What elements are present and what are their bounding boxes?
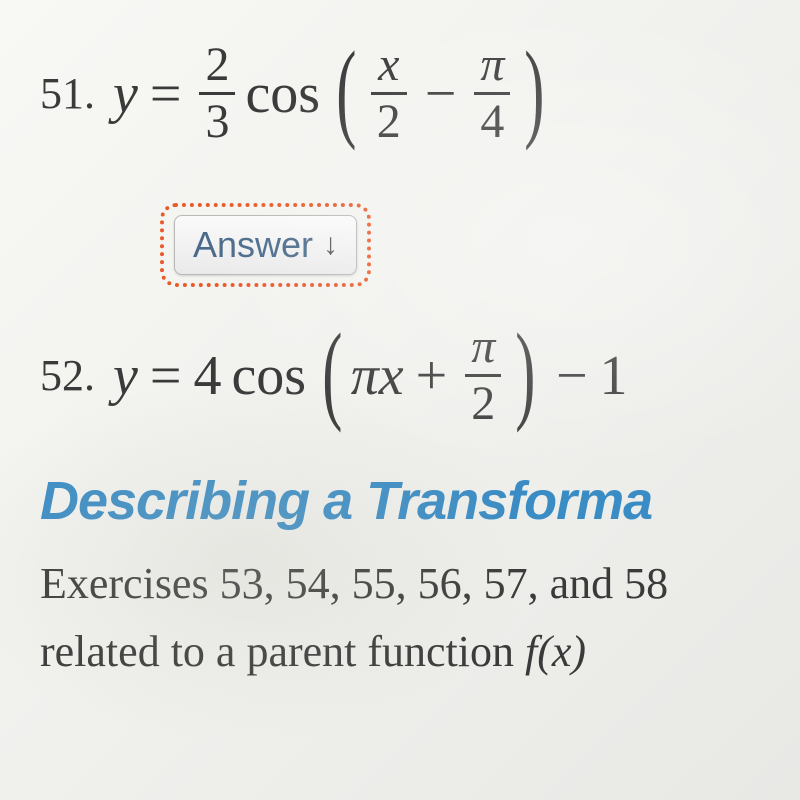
problem-number: 52.: [40, 350, 95, 401]
arg1-fraction: x 2: [371, 40, 407, 148]
body-text-line1: Exercises 53, 54, 55, 56, 57, and 58: [40, 550, 780, 618]
problem-51: 51. y = 2 3 cos ( x 2 − π: [40, 40, 780, 148]
equation-52: y = 4 cos ( πx + π 2 ) − 1: [113, 322, 634, 430]
lhs-var: y: [113, 344, 138, 408]
equals-sign: =: [150, 344, 182, 408]
paren-group: ( x 2 − π 4 ): [328, 40, 553, 148]
arg1: πx: [351, 344, 404, 408]
section-heading: Describing a Transforma: [40, 470, 780, 532]
minus-op: −: [425, 62, 457, 126]
paren-group: ( πx + π 2 ): [314, 322, 544, 430]
minus-op: −: [556, 344, 588, 408]
problem-52: 52. y = 4 cos ( πx + π 2 ) − 1: [40, 322, 780, 430]
arg2-fraction: π 2: [465, 322, 501, 430]
down-arrow-icon: ↓: [323, 228, 338, 262]
lhs-var: y: [113, 62, 138, 126]
equation-51: y = 2 3 cos ( x 2 − π 4: [113, 40, 553, 148]
answer-label: Answer: [193, 224, 313, 266]
answer-button[interactable]: Answer ↓: [174, 215, 357, 275]
answer-highlight-box: Answer ↓: [160, 203, 371, 287]
problem-number: 51.: [40, 68, 95, 119]
arg2-fraction: π 4: [474, 40, 510, 148]
equals-sign: =: [150, 62, 182, 126]
coefficient-fraction: 2 3: [199, 40, 235, 148]
body-text-line2: related to a parent function f(x): [40, 618, 780, 686]
plus-op: +: [416, 344, 448, 408]
coefficient: 4: [193, 344, 221, 408]
tail-value: 1: [600, 344, 628, 408]
function-name: cos: [245, 62, 320, 126]
function-name: cos: [231, 344, 306, 408]
